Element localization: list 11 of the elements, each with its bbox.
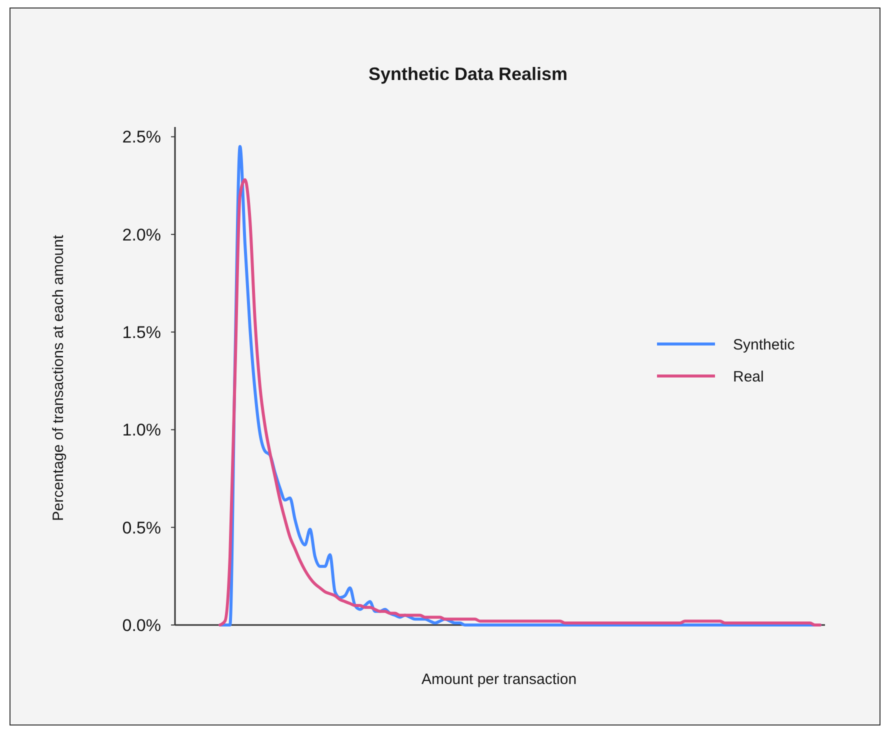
x-axis-title: Amount per transaction <box>421 671 577 688</box>
y-axis-title: Percentage of transactions at each amount <box>50 234 67 522</box>
y-tick-label: 0.5% <box>122 518 161 538</box>
y-tick-label: 2.5% <box>122 128 161 147</box>
y-tick-label: 1.5% <box>122 323 161 342</box>
chart-title: Synthetic Data Realism <box>368 64 568 84</box>
y-tick-label: 1.0% <box>122 420 161 440</box>
legend-label: Real <box>733 368 764 386</box>
legend-label: Synthetic <box>733 336 796 354</box>
y-tick-label: 0.0% <box>122 616 161 635</box>
y-tick-label: 2.0% <box>122 225 161 244</box>
